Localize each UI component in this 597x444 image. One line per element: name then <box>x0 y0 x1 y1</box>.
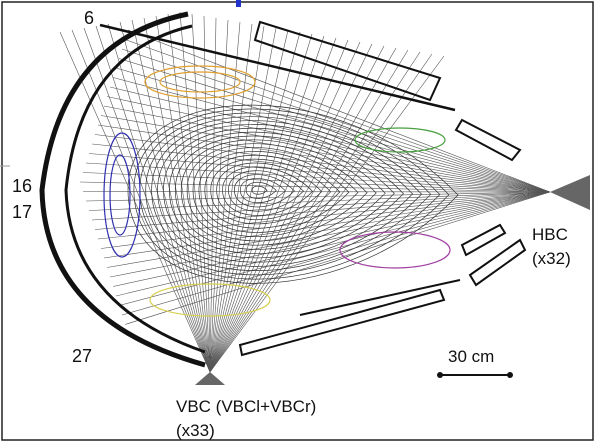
channel-label: 16 <box>12 176 32 196</box>
channel-label: 27 <box>72 346 92 366</box>
diagram: 6 16 17 27 HBC (x32) VBC (VBCl+VBCr) (x3… <box>0 0 597 444</box>
camera-name: VBC (VBCl+VBCr) <box>176 397 316 416</box>
camera-count: (x33) <box>176 421 215 440</box>
page: {"channel_labels": ["6", "16", "17", "27… <box>0 0 597 444</box>
channel-label: 6 <box>84 8 94 28</box>
camera-count: (x32) <box>532 249 571 268</box>
scale-end <box>437 372 443 378</box>
marker <box>236 0 241 7</box>
camera-name: HBC <box>532 225 568 244</box>
scale-end <box>507 372 513 378</box>
channel-label: 17 <box>12 202 32 222</box>
scale-label: 30 cm <box>448 347 494 366</box>
